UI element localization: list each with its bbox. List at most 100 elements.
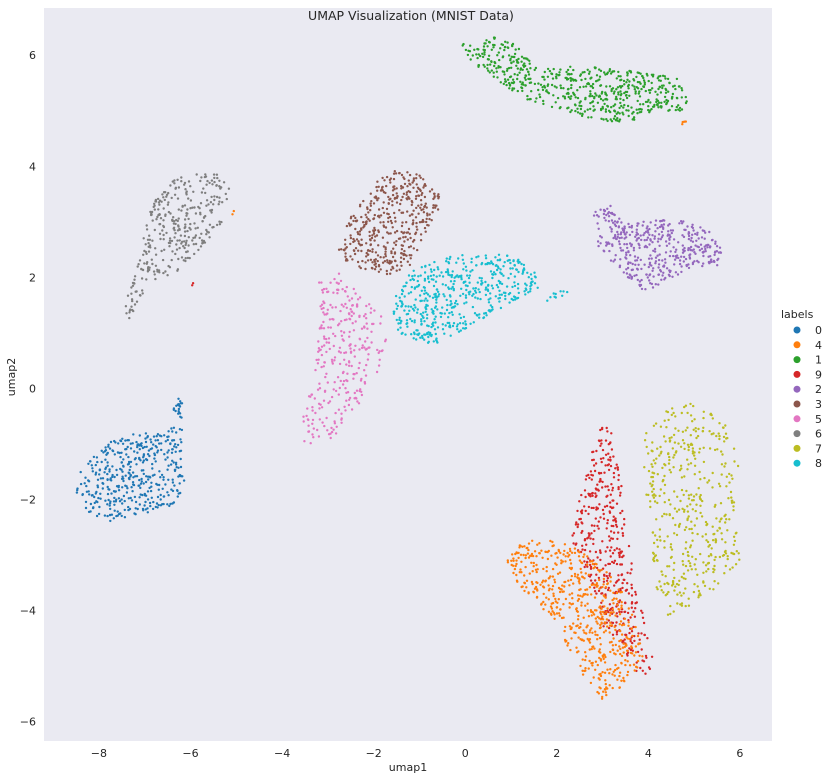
point-label-7: [680, 602, 684, 605]
point-label-6: [154, 198, 158, 202]
point-label-4: [590, 583, 593, 587]
point-label-8: [488, 262, 491, 265]
point-label-2: [667, 233, 670, 236]
point-label-3: [356, 231, 359, 234]
point-label-4: [566, 644, 569, 647]
point-label-4: [638, 654, 641, 657]
point-label-0: [179, 400, 182, 403]
point-label-8: [468, 274, 471, 277]
point-label-7: [720, 463, 724, 466]
point-label-9: [603, 471, 606, 474]
point-label-7: [732, 552, 736, 556]
point-label-4: [616, 649, 619, 652]
point-label-7: [678, 591, 682, 594]
point-label-5: [356, 298, 360, 301]
point-label-8: [443, 312, 446, 315]
point-label-5: [354, 292, 357, 295]
point-label-1: [609, 72, 613, 75]
point-label-6: [189, 199, 193, 202]
point-label-1: [500, 43, 503, 46]
point-label-2: [678, 222, 681, 225]
point-label-0: [106, 478, 109, 482]
point-label-7: [693, 524, 696, 527]
point-label-7: [652, 424, 656, 427]
point-label-4: [598, 656, 601, 660]
point-label-6: [183, 218, 187, 221]
point-label-0: [169, 442, 172, 446]
point-label-3: [371, 248, 374, 251]
point-label-9: [611, 486, 615, 490]
point-label-4: [604, 596, 607, 599]
point-label-2: [661, 234, 664, 237]
point-label-5: [314, 411, 317, 415]
point-label-5: [331, 306, 334, 309]
point-label-4: [568, 584, 571, 587]
point-label-2: [664, 251, 668, 254]
point-label-5: [330, 395, 334, 399]
point-label-6: [215, 223, 219, 227]
point-label-3: [415, 183, 418, 186]
point-label-6: [187, 217, 190, 221]
point-label-1: [615, 77, 618, 80]
point-label-9: [576, 509, 579, 513]
point-label-2: [680, 222, 684, 225]
point-label-8: [457, 257, 460, 260]
point-label-4: [584, 651, 587, 654]
point-label-2: [674, 250, 677, 254]
point-label-9: [610, 546, 613, 549]
point-label-6: [185, 239, 188, 242]
point-label-0: [76, 488, 79, 492]
point-label-4: [579, 625, 582, 629]
point-label-4: [585, 626, 588, 629]
point-label-1: [622, 113, 625, 116]
point-label-3: [376, 189, 379, 192]
point-label-0: [88, 460, 92, 463]
point-label-5: [330, 430, 334, 434]
point-label-8: [424, 297, 427, 300]
point-label-2: [651, 241, 654, 244]
point-label-0: [153, 473, 156, 476]
point-label-6: [195, 173, 198, 176]
point-label-1: [661, 86, 664, 90]
point-label-6: [158, 203, 161, 206]
point-label-0: [120, 477, 124, 481]
point-label-7: [659, 425, 663, 428]
point-label-9: [592, 464, 596, 467]
point-label-1: [612, 70, 616, 73]
point-label-8: [432, 284, 436, 288]
point-label-4: [527, 542, 531, 545]
point-label-8: [427, 280, 431, 284]
point-label-9: [641, 616, 645, 619]
point-label-1: [508, 84, 512, 87]
point-label-0: [145, 445, 148, 448]
point-label-1: [510, 61, 513, 64]
point-label-1: [600, 117, 603, 121]
point-label-5: [333, 420, 336, 423]
point-label-2: [606, 207, 609, 210]
point-label-0: [132, 483, 136, 487]
point-label-4: [584, 658, 587, 662]
point-label-8: [450, 302, 453, 305]
point-label-8: [453, 279, 456, 283]
point-label-4: [603, 605, 606, 608]
point-label-4: [583, 631, 586, 634]
point-label-4: [602, 577, 606, 581]
point-label-3: [365, 242, 368, 245]
point-label-7: [718, 520, 721, 523]
point-label-1: [647, 79, 650, 83]
point-label-1: [613, 109, 616, 113]
point-label-0: [158, 442, 161, 445]
legend-item-5: 5: [793, 413, 822, 426]
point-label-4: [600, 607, 603, 610]
point-label-1: [486, 58, 490, 61]
point-label-2: [665, 267, 669, 270]
point-label-9: [613, 584, 616, 587]
point-label-2: [656, 240, 660, 243]
point-label-2: [603, 216, 606, 220]
point-label-6: [176, 268, 180, 271]
point-label-4: [603, 654, 606, 657]
point-label-7: [696, 532, 699, 536]
point-label-8: [468, 281, 471, 284]
point-label-8: [554, 292, 557, 296]
point-label-3: [389, 232, 392, 235]
